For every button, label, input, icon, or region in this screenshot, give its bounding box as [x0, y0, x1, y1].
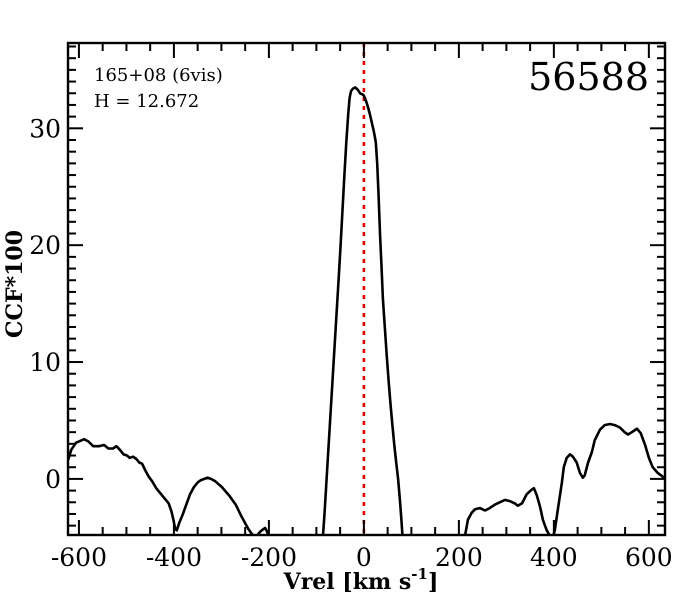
mjd-title: 56588 [528, 55, 649, 99]
ccf-curve-segment-ccf-main-peak [321, 86, 404, 535]
axis-ticks [68, 43, 665, 535]
y-tick-label: 0 [45, 465, 61, 494]
x-axis-label-superscript: -1 [411, 565, 428, 583]
x-axis-label-suffix: ] [428, 569, 438, 595]
x-tick-label: 200 [435, 543, 483, 572]
x-tick-label: 0 [356, 543, 372, 572]
plot-frame [66, 41, 667, 537]
field-visits-annotation: 165+08 (6vis) [94, 65, 223, 86]
x-tick-label: -400 [146, 543, 202, 572]
x-tick-label: 600 [625, 543, 673, 572]
x-axis-label: Vrel [km s-1] [283, 565, 439, 595]
ccf-curve-segment-ccf-left-wing [68, 437, 270, 535]
x-tick-label: -200 [241, 543, 297, 572]
ccf-curve-segment-ccf-right-wing [463, 422, 665, 535]
axis-tick-labels: -600 -400 -200 0 200 400 600 0 10 20 30 [29, 114, 673, 572]
y-axis-label: CCF*100 [2, 230, 28, 338]
y-tick-label: 20 [29, 231, 61, 260]
x-tick-label: 400 [530, 543, 578, 572]
x-axis-label-main: Vrel [km s [283, 569, 412, 595]
y-tick-label: 30 [29, 114, 61, 143]
h-magnitude-annotation: H = 12.672 [94, 91, 199, 112]
x-tick-label: -600 [51, 543, 107, 572]
y-tick-label: 10 [29, 348, 61, 377]
ccf-curve [68, 86, 665, 535]
